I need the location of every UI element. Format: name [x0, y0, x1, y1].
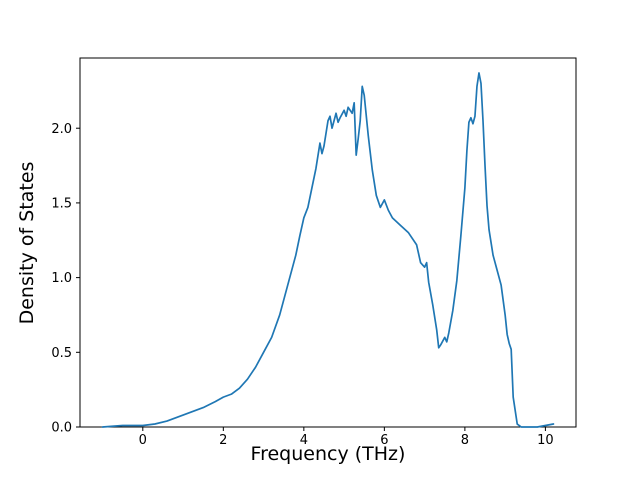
x-tick-label: 10 — [537, 433, 554, 448]
y-tick-label: 1.0 — [51, 271, 72, 286]
dos-line — [101, 72, 555, 428]
axes-box — [79, 57, 577, 428]
y-axis-label: Density of States — [16, 161, 38, 325]
x-tick-label: 0 — [139, 433, 147, 448]
x-axis-label: Frequency (THz) — [250, 443, 406, 465]
y-tick-label: 1.5 — [51, 196, 72, 211]
y-tick-label: 2.0 — [51, 122, 72, 137]
y-tick-label: 0.5 — [51, 346, 72, 361]
y-tick-label: 0.0 — [51, 421, 72, 436]
x-tick-label: 8 — [461, 433, 469, 448]
x-tick-label: 6 — [380, 433, 388, 448]
x-tick-label: 2 — [219, 433, 227, 448]
x-tick-label: 4 — [300, 433, 308, 448]
